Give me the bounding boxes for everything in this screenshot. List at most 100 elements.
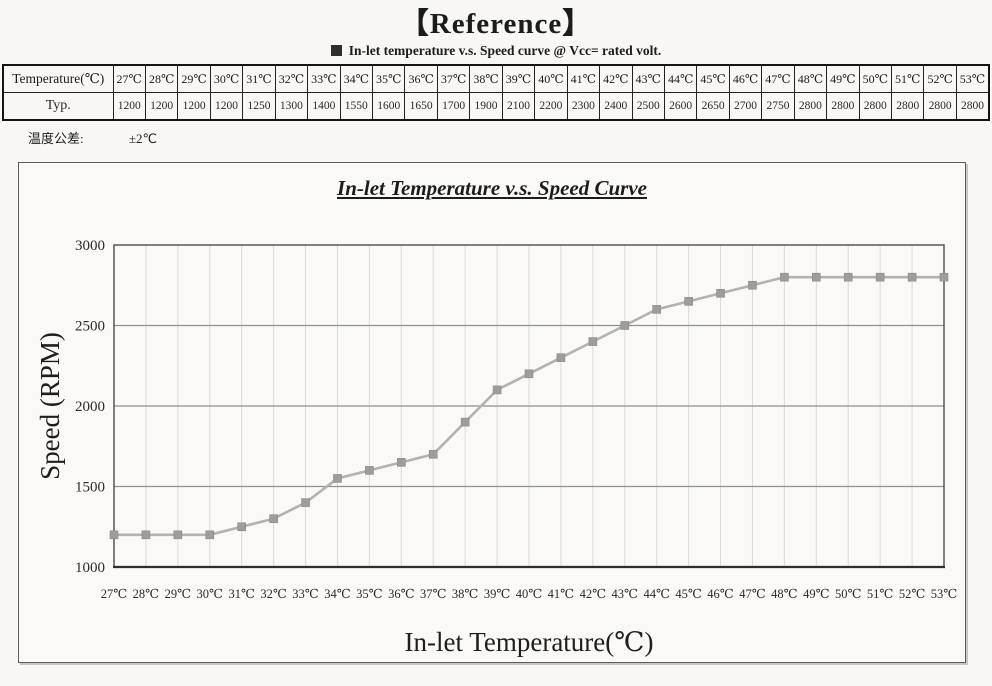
temperature-cell: 43℃ bbox=[631, 64, 665, 93]
subtitle: In-let temperature v.s. Speed curve @ Vc… bbox=[0, 43, 992, 59]
temperature-cell: 31℃ bbox=[242, 64, 276, 93]
typ-value-cell: 1200 bbox=[209, 92, 244, 121]
x-tick-label: 41℃ bbox=[548, 587, 575, 601]
typ-value-cell: 1200 bbox=[144, 92, 179, 121]
typ-value-cell: 1250 bbox=[242, 92, 276, 121]
data-point-marker bbox=[652, 305, 661, 314]
page-title: 【Reference】 bbox=[399, 8, 593, 40]
data-point-marker bbox=[716, 289, 725, 298]
temperature-cell: 49℃ bbox=[826, 64, 860, 93]
temperature-cell: 36℃ bbox=[404, 64, 438, 93]
typ-value-cell: 2800 bbox=[858, 92, 893, 121]
data-point-marker bbox=[684, 297, 693, 306]
x-tick-label: 40℃ bbox=[516, 587, 543, 601]
typ-value-cell: 2400 bbox=[599, 92, 633, 121]
tolerance-note: 温度公差: ±2℃ bbox=[28, 128, 157, 147]
temperature-cell: 28℃ bbox=[144, 64, 179, 93]
typ-value-cell: 1550 bbox=[339, 92, 374, 121]
markers-group bbox=[109, 272, 949, 540]
data-point-marker bbox=[492, 385, 502, 395]
data-point-marker bbox=[428, 450, 438, 459]
typ-value-cell: 2600 bbox=[663, 92, 698, 121]
data-point-marker bbox=[109, 530, 119, 540]
data-point-marker bbox=[460, 417, 470, 427]
temperature-cell: 33℃ bbox=[307, 64, 341, 93]
temperature-cell: 48℃ bbox=[793, 64, 828, 93]
y-tick-labels-group: 1000 1500 2000 2500 3000 bbox=[75, 238, 105, 576]
typ-value-cell: 1700 bbox=[436, 92, 471, 121]
y-tick-label: 2500 bbox=[75, 319, 105, 335]
x-tick-label: 44℃ bbox=[643, 587, 670, 601]
typ-value-cell: 2750 bbox=[761, 92, 795, 121]
typ-value-cell: 1300 bbox=[274, 92, 309, 121]
temperature-cell: 39℃ bbox=[501, 64, 536, 93]
data-point-marker bbox=[269, 514, 278, 524]
tolerance-label: 温度公差: bbox=[28, 131, 84, 146]
data-point-marker bbox=[365, 466, 374, 475]
temperature-header-row: Temperature(℃) 27℃ 28℃ 29℃ 30℃ 31℃ 32℃ 33℃ 34℃ 3… bbox=[2, 64, 990, 93]
x-tick-label: 28℃ bbox=[133, 587, 160, 601]
temperature-cell: 41℃ bbox=[566, 64, 601, 93]
x-tick-label: 42℃ bbox=[580, 587, 607, 601]
temperature-cell: 29℃ bbox=[177, 64, 211, 93]
typ-value-row: Typ. 1200 1200 1200 1200 1250 1300 1400 1550 160… bbox=[2, 92, 990, 121]
x-tick-label: 34℃ bbox=[324, 587, 351, 601]
temperature-cell: 52℃ bbox=[923, 64, 957, 93]
typ-value-cell: 1650 bbox=[404, 92, 438, 121]
typ-value-cell: 2200 bbox=[534, 92, 568, 121]
x-axis-title: In-let Temperature(℃) bbox=[405, 627, 654, 657]
temperature-cell: 40℃ bbox=[534, 64, 568, 93]
temperature-cell: 46℃ bbox=[728, 64, 763, 93]
x-tick-label: 43℃ bbox=[612, 587, 639, 601]
temperature-cell: 42℃ bbox=[599, 64, 633, 93]
typ-value-cell: 2800 bbox=[923, 92, 957, 121]
x-tick-label: 49℃ bbox=[803, 587, 830, 601]
temperature-speed-table: Temperature(℃) 27℃ 28℃ 29℃ 30℃ 31℃ 32℃ 33℃ 34℃ 3… bbox=[2, 64, 990, 121]
data-point-marker bbox=[748, 280, 757, 290]
temperature-cell: 45℃ bbox=[696, 64, 730, 93]
x-tick-label: 37℃ bbox=[420, 587, 447, 601]
data-point-marker bbox=[205, 530, 215, 540]
data-point-marker bbox=[780, 272, 789, 282]
x-tick-label: 29℃ bbox=[165, 587, 192, 601]
temperature-cell: 47℃ bbox=[761, 64, 795, 93]
data-point-marker bbox=[939, 272, 949, 282]
square-bullet-icon bbox=[330, 45, 342, 56]
typ-value-cell: 1900 bbox=[469, 92, 503, 121]
data-point-marker bbox=[333, 474, 342, 483]
typ-value-cell: 2500 bbox=[631, 92, 665, 121]
temperature-cell: 27℃ bbox=[112, 64, 146, 93]
data-point-marker bbox=[907, 272, 917, 282]
typ-value-cell: 1200 bbox=[177, 92, 211, 121]
data-point-marker bbox=[524, 369, 534, 379]
temperature-cell: 32℃ bbox=[274, 64, 309, 93]
x-tick-label: 46℃ bbox=[707, 587, 734, 601]
temperature-cell: 50℃ bbox=[858, 64, 893, 93]
data-point-marker bbox=[875, 272, 885, 282]
x-tick-label: 52℃ bbox=[899, 587, 926, 601]
y-tick-label: 1500 bbox=[75, 480, 105, 496]
x-tick-labels-group: 27℃ 28℃ 29℃ 30℃ 31℃ 32℃ 33℃ 34℃ 35℃ 36℃ 37℃ 38℃ 39℃ 4… bbox=[101, 587, 958, 601]
horizontal-gridlines-group bbox=[114, 324, 944, 488]
typ-value-cell: 1200 bbox=[112, 92, 146, 121]
data-point-marker bbox=[588, 337, 598, 346]
temperature-cell: 37℃ bbox=[436, 64, 471, 93]
typ-value-cell: 1400 bbox=[307, 92, 341, 121]
data-point-marker bbox=[301, 498, 310, 507]
y-tick-label: 2000 bbox=[75, 399, 105, 415]
temperature-cell: 30℃ bbox=[209, 64, 244, 93]
typ-value-cell: 1600 bbox=[371, 92, 406, 121]
x-tick-label: 35℃ bbox=[356, 587, 383, 601]
x-tick-label: 31℃ bbox=[228, 587, 255, 601]
typ-value-cell: 2700 bbox=[728, 92, 763, 121]
temperature-cell: 53℃ bbox=[955, 64, 990, 93]
typ-value-cell: 2100 bbox=[501, 92, 536, 121]
subtitle-text: In-let temperature v.s. Speed curve @ Vc… bbox=[348, 43, 662, 58]
x-tick-label: 27℃ bbox=[101, 587, 128, 601]
data-point-marker bbox=[397, 458, 406, 467]
x-tick-label: 48℃ bbox=[771, 587, 798, 601]
x-tick-label: 50℃ bbox=[835, 587, 862, 601]
data-point-marker bbox=[173, 530, 183, 540]
x-tick-label: 39℃ bbox=[484, 587, 511, 601]
